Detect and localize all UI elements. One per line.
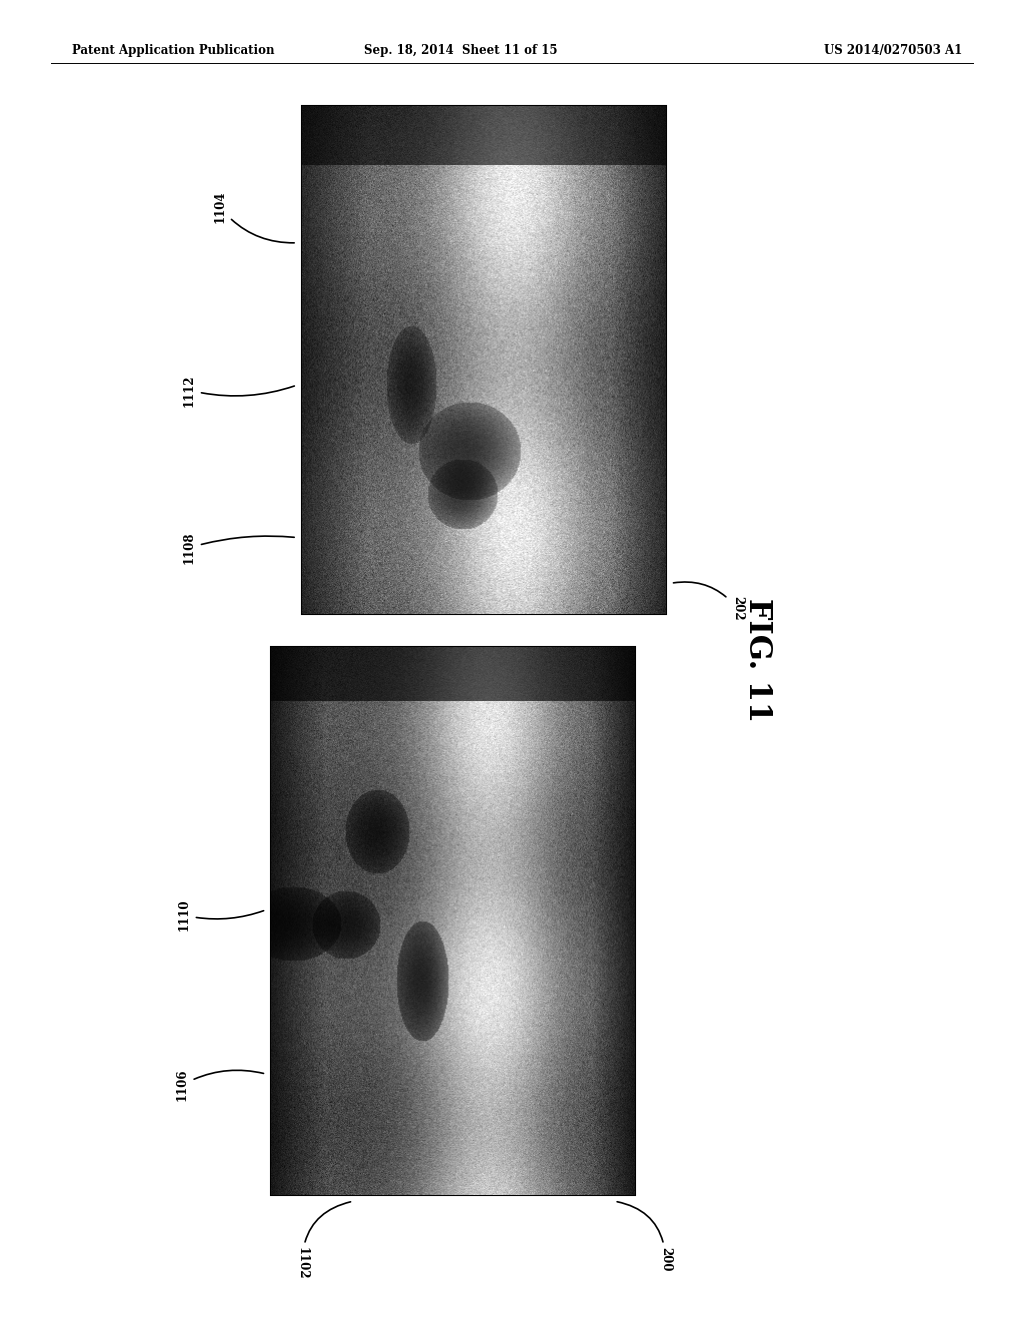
- Text: 1110: 1110: [178, 899, 263, 932]
- Text: 1102: 1102: [296, 1201, 350, 1280]
- Text: 202: 202: [674, 582, 743, 620]
- Text: FIG. 11: FIG. 11: [742, 598, 773, 722]
- Text: Sep. 18, 2014  Sheet 11 of 15: Sep. 18, 2014 Sheet 11 of 15: [365, 44, 557, 57]
- Text: 200: 200: [617, 1201, 672, 1272]
- Text: 1106: 1106: [176, 1069, 263, 1101]
- Bar: [271, 647, 635, 1195]
- Text: 1112: 1112: [183, 374, 294, 407]
- Text: 1108: 1108: [183, 532, 294, 564]
- Bar: [302, 106, 666, 614]
- Text: 1104: 1104: [214, 191, 294, 243]
- Text: US 2014/0270503 A1: US 2014/0270503 A1: [824, 44, 963, 57]
- Text: Patent Application Publication: Patent Application Publication: [72, 44, 274, 57]
